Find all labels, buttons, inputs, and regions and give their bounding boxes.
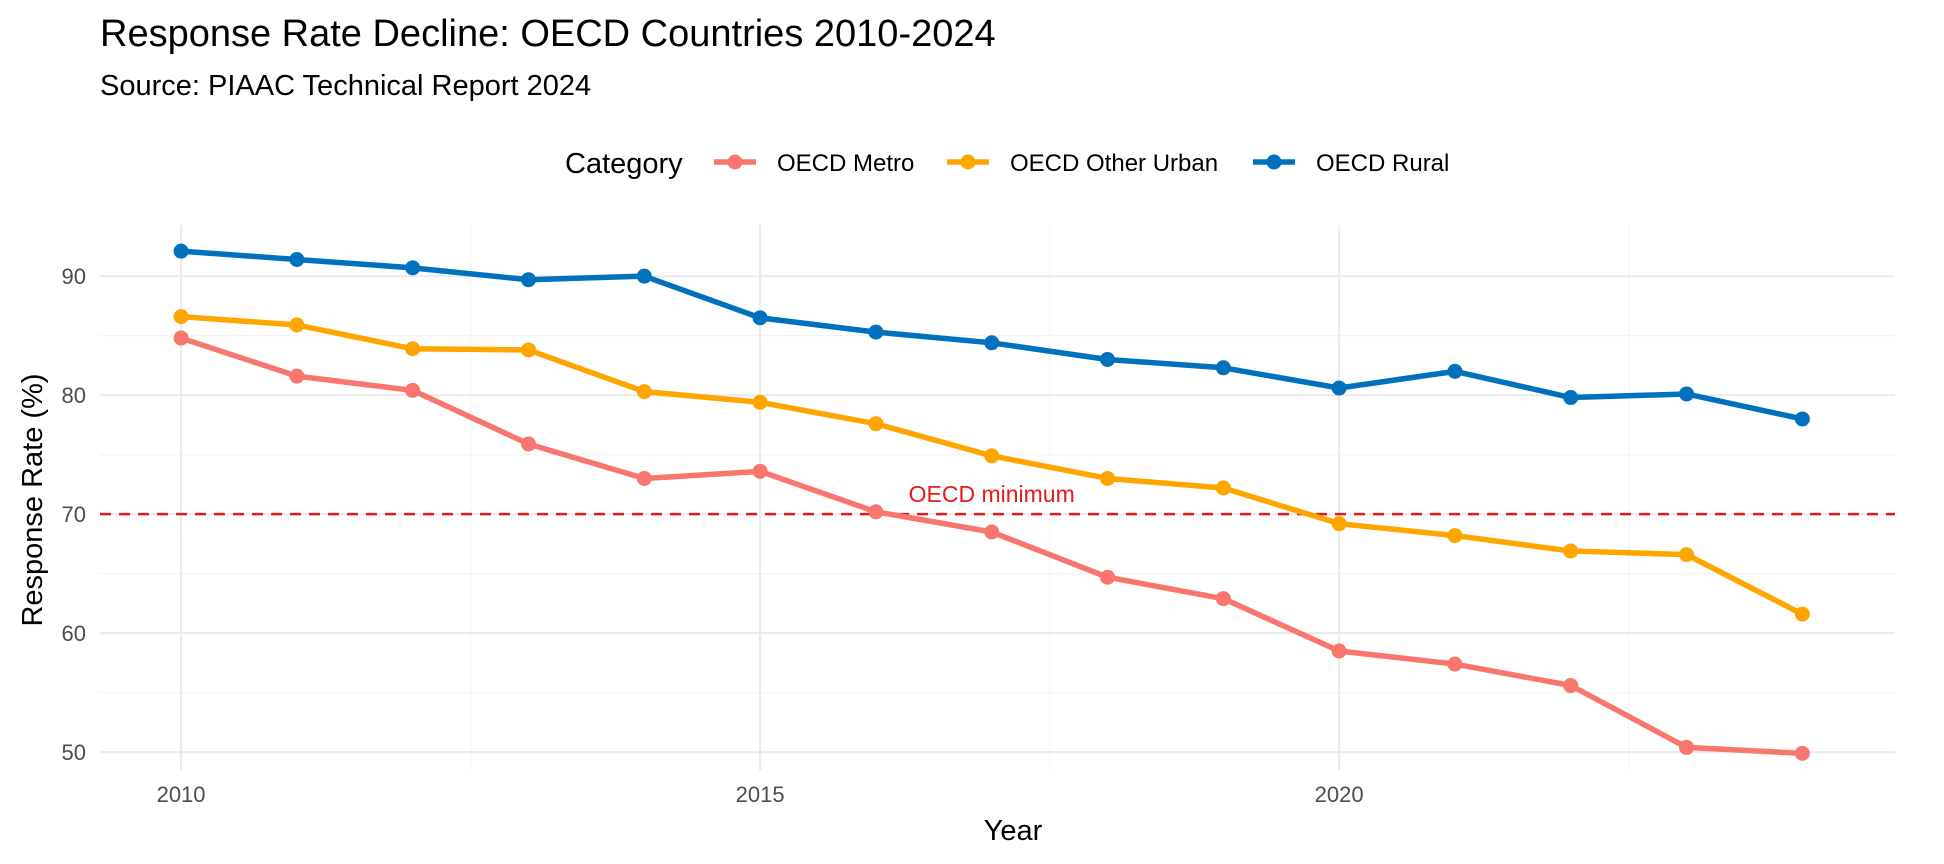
legend-key-point xyxy=(1266,154,1282,170)
series-line xyxy=(178,335,1806,757)
y-axis-ticks: 50 60 70 80 90 xyxy=(62,264,86,765)
legend: Category OECD Metro OECD Other Urban OECD … xyxy=(565,148,1449,180)
chart-subtitle: Source: PIAAC Technical Report 2024 xyxy=(100,70,591,102)
data-point xyxy=(289,368,305,384)
data-point xyxy=(984,524,1000,540)
x-tick-label: 2020 xyxy=(1315,782,1364,807)
data-point xyxy=(636,268,652,284)
legend-label: OECD Other Urban xyxy=(1010,150,1218,177)
legend-label: OECD Metro xyxy=(777,150,914,177)
data-point xyxy=(868,504,884,520)
data-point xyxy=(752,463,768,479)
reference-line-label: OECD minimum xyxy=(909,481,1075,507)
reference-line-layer: OECD minimum xyxy=(100,481,1895,516)
data-point xyxy=(868,324,884,340)
data-point xyxy=(405,341,421,357)
data-point xyxy=(1794,745,1810,761)
data-point xyxy=(405,260,421,276)
data-point xyxy=(173,330,189,346)
x-tick-label: 2015 xyxy=(736,782,785,807)
legend-item: OECD Metro xyxy=(714,150,914,177)
data-point xyxy=(1794,606,1810,622)
data-point xyxy=(1447,528,1463,544)
chart-title: Response Rate Decline: OECD Countries 20… xyxy=(100,13,996,55)
data-point xyxy=(289,317,305,333)
data-point xyxy=(289,252,305,268)
legend-item: OECD Rural xyxy=(1253,150,1449,177)
legend-key-point xyxy=(960,154,976,170)
legend-key-point xyxy=(727,154,743,170)
legend-label: OECD Rural xyxy=(1316,150,1449,177)
legend-title: Category xyxy=(565,148,683,180)
x-axis-ticks: 2010 2015 2020 xyxy=(157,782,1364,807)
y-tick-label: 80 xyxy=(62,383,86,408)
series-layer xyxy=(173,243,1810,761)
data-point xyxy=(1447,656,1463,672)
data-point xyxy=(1563,678,1579,694)
legend-item: OECD Other Urban xyxy=(947,150,1218,177)
y-tick-label: 60 xyxy=(62,621,86,646)
data-point xyxy=(752,310,768,326)
data-point xyxy=(1215,360,1231,376)
y-tick-label: 50 xyxy=(62,740,86,765)
data-point xyxy=(520,272,536,288)
data-point xyxy=(405,382,421,398)
data-point xyxy=(1563,390,1579,406)
x-tick-label: 2010 xyxy=(157,782,206,807)
data-point xyxy=(1679,739,1695,755)
data-point xyxy=(1331,516,1347,532)
data-point xyxy=(1215,591,1231,607)
data-point xyxy=(984,448,1000,464)
data-point xyxy=(636,384,652,400)
data-point xyxy=(1100,470,1116,486)
y-tick-label: 70 xyxy=(62,502,86,527)
data-point xyxy=(1331,643,1347,659)
data-point xyxy=(752,394,768,410)
data-point xyxy=(173,243,189,259)
data-point xyxy=(868,416,884,432)
data-point xyxy=(173,309,189,325)
series-oecd-other-urban xyxy=(173,309,1810,622)
series-oecd-rural xyxy=(173,243,1810,427)
y-tick-label: 90 xyxy=(62,264,86,289)
data-point xyxy=(1100,569,1116,585)
data-point xyxy=(1331,380,1347,396)
data-point xyxy=(1447,363,1463,379)
data-point xyxy=(984,335,1000,351)
data-point xyxy=(1679,386,1695,402)
y-axis-title: Response Rate (%) xyxy=(17,373,49,626)
series-line xyxy=(178,313,1806,617)
data-point xyxy=(1100,351,1116,367)
data-point xyxy=(520,436,536,452)
data-point xyxy=(520,342,536,358)
series-oecd-metro xyxy=(173,330,1810,761)
data-point xyxy=(1679,547,1695,563)
data-point xyxy=(1794,411,1810,427)
x-axis-title: Year xyxy=(984,815,1043,847)
data-point xyxy=(636,470,652,486)
data-point xyxy=(1563,543,1579,559)
data-point xyxy=(1215,480,1231,496)
